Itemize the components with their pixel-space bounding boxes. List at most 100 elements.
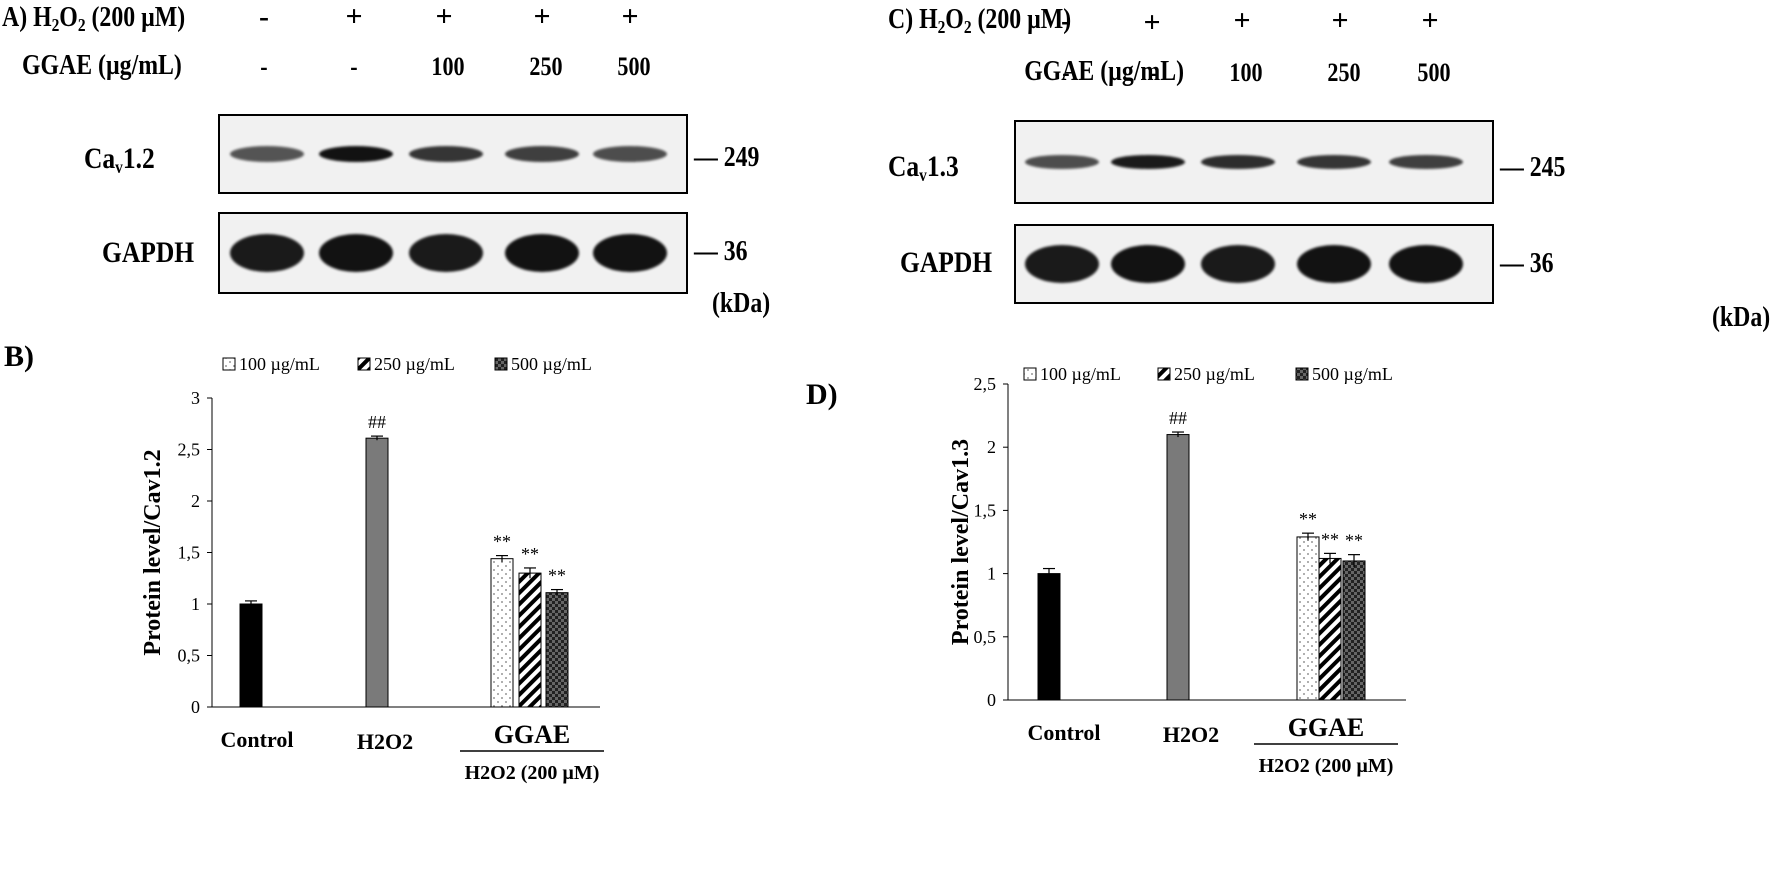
y-tick-label: 3: [191, 388, 200, 408]
y-tick-label: 1,5: [974, 500, 997, 520]
y-tick-label: 0: [191, 697, 200, 717]
y-tick-label: 2,5: [178, 440, 201, 460]
legend-label: 100 µg/mL: [239, 354, 320, 374]
blot-band: [505, 234, 579, 272]
y-tick-label: 1: [191, 594, 200, 614]
significance-label: **: [1299, 509, 1317, 529]
legend-swatch: [222, 357, 236, 371]
panel-cav12: A) H2O2 (200 µM) - + + + + GGAE (µg/mL) …: [2, 0, 771, 784]
blot-band: [409, 234, 483, 272]
y-tick-label: 0,5: [974, 627, 997, 647]
extract-conc: 250: [529, 52, 563, 81]
h2o2-sign: +: [435, 0, 453, 33]
y-tick-label: 2: [987, 437, 996, 457]
significance-label: **: [1345, 531, 1363, 551]
extract-conc: -: [260, 52, 268, 81]
significance-label: **: [548, 566, 566, 586]
y-tick-label: 1: [987, 564, 996, 584]
blot-band: [505, 146, 579, 162]
extract-conc: 500: [617, 52, 651, 81]
significance-label: **: [493, 532, 511, 552]
extract-conc: -: [1150, 58, 1158, 87]
legend-label: 250 µg/mL: [1174, 364, 1255, 384]
blot-band: [230, 234, 304, 272]
legend-swatch: [494, 357, 508, 371]
blot-band: [409, 146, 483, 162]
extract-conc: 100: [1229, 58, 1263, 87]
blot-loading: [1014, 224, 1494, 304]
extract-conc: -: [1062, 58, 1070, 87]
y-tick-label: 1,5: [178, 543, 201, 563]
blot-target: [1014, 120, 1494, 204]
loading-control-label: GAPDH: [900, 246, 993, 279]
blot-band: [593, 234, 667, 272]
h2o2-sign: +: [533, 0, 551, 33]
blot-band: [1025, 155, 1099, 169]
h2o2-sign: +: [345, 0, 363, 33]
significance-label: **: [1321, 529, 1339, 549]
bar: [239, 603, 263, 708]
blot-band: [230, 146, 304, 162]
extract-conc: 500: [1417, 58, 1451, 87]
target-protein-label: Cav1.2: [84, 142, 155, 178]
group-sublabel: H2O2 (200 µM): [1259, 755, 1394, 777]
significance-label: ##: [368, 412, 386, 432]
bar: [365, 437, 389, 708]
bar: [1166, 434, 1190, 701]
significance-label: **: [521, 544, 539, 564]
panel-label-a: A) H2O2 (200 µM): [2, 2, 186, 35]
legend-label: 100 µg/mL: [1040, 364, 1121, 384]
significance-label: ##: [1169, 408, 1187, 428]
blot-band: [1297, 155, 1371, 169]
panel-label-d: D): [806, 378, 838, 411]
h2o2-sign: +: [1331, 4, 1349, 37]
blot-target: [218, 114, 688, 194]
blot-band: [1297, 245, 1371, 283]
blot-band: [1025, 245, 1099, 283]
y-axis-label: Protein level/Cav1.3: [948, 439, 974, 645]
bar-chart-cav12: 0 0,5 1 1,5 2 2,5 3 Protein level/Cav1.2 ## ** ** *…: [140, 354, 604, 784]
y-tick-label: 2: [191, 491, 200, 511]
loading-mw: — 36: [1500, 248, 1554, 279]
panel-label-c: C) H2O2 (200 µM): [888, 4, 1072, 37]
extract-label: GGAE (µg/mL): [22, 50, 182, 81]
x-label-h2o2: H2O2: [1163, 722, 1219, 747]
blot-band: [319, 234, 393, 272]
bar: [545, 592, 569, 708]
target-mw: — 249: [694, 142, 760, 173]
extract-conc: -: [350, 52, 358, 81]
blot-band: [1111, 245, 1185, 283]
extract-conc: 250: [1327, 58, 1361, 87]
panel-label-b: B): [4, 340, 34, 373]
legend-label: 250 µg/mL: [374, 354, 455, 374]
y-tick-label: 2,5: [974, 374, 997, 394]
legend-swatch: [1157, 367, 1171, 381]
target-mw: — 245: [1500, 152, 1566, 183]
bar: [1296, 536, 1320, 701]
bar: [490, 558, 514, 708]
h2o2-sign: +: [1143, 6, 1161, 39]
bar: [1342, 560, 1366, 701]
group-label: GGAE: [494, 720, 571, 749]
blot-band: [593, 146, 667, 162]
blot-band: [1201, 155, 1275, 169]
blot-band: [319, 146, 393, 162]
x-label-h2o2: H2O2: [357, 729, 413, 754]
blot-band: [1389, 155, 1463, 169]
legend-swatch: [1295, 367, 1309, 381]
loading-mw: — 36: [694, 236, 748, 267]
h2o2-sign: -: [1061, 4, 1071, 37]
blot-band: [1389, 245, 1463, 283]
unit-label: (kDa): [712, 288, 771, 319]
blot-band: [1111, 155, 1185, 169]
blot-loading: [218, 212, 688, 294]
bar: [1318, 557, 1342, 701]
legend-swatch: [357, 357, 371, 371]
bar: [518, 572, 542, 708]
blot-band: [1201, 245, 1275, 283]
y-tick-label: 0: [987, 690, 996, 710]
unit-label: (kDa): [1712, 302, 1771, 333]
h2o2-sign: +: [621, 0, 639, 33]
y-axis-label: Protein level/Cav1.2: [140, 449, 166, 655]
